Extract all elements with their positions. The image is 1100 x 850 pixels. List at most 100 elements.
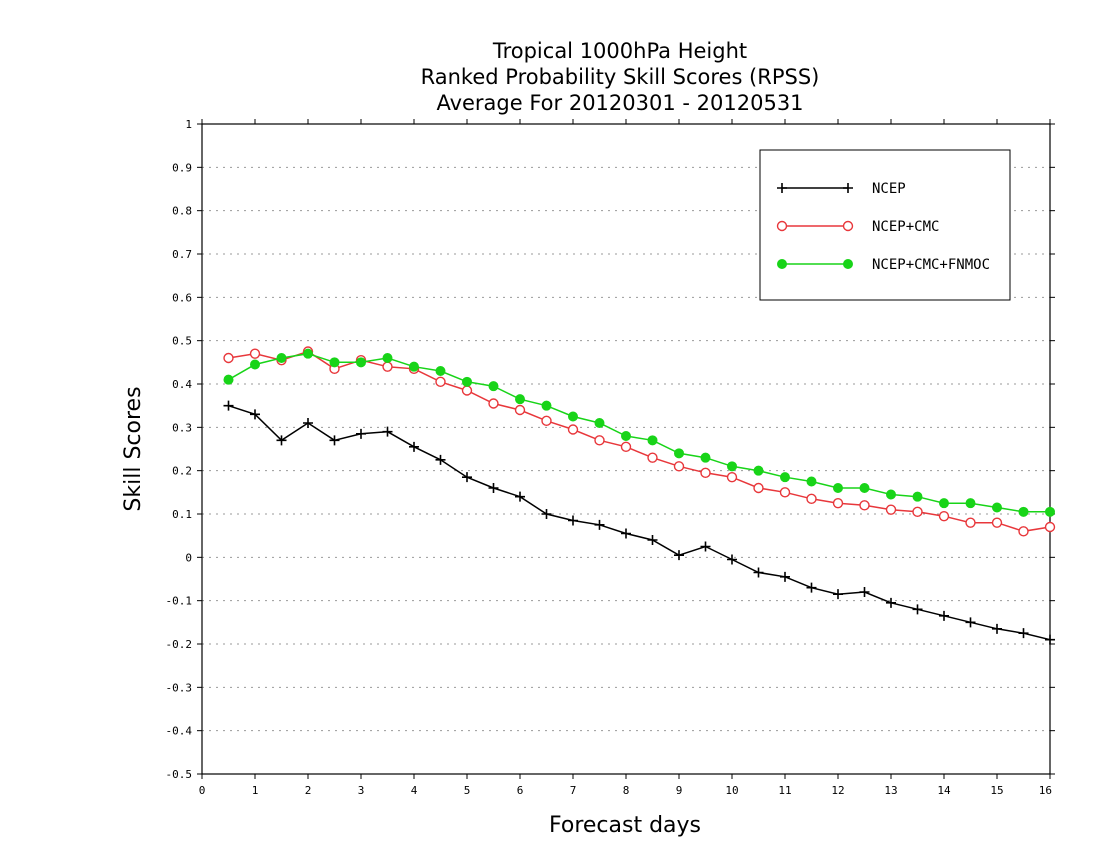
data-point bbox=[488, 483, 499, 493]
data-point bbox=[753, 482, 764, 494]
legend: NCEP NCEP+CMC NCEP+CMC+FNMOC bbox=[759, 149, 1011, 301]
data-point bbox=[409, 361, 419, 372]
data-point bbox=[435, 366, 446, 376]
data-point bbox=[382, 361, 393, 372]
data-point bbox=[356, 357, 366, 368]
x-tick-label: 13 bbox=[884, 784, 897, 797]
data-point bbox=[965, 617, 976, 628]
data-point bbox=[885, 504, 897, 515]
data-point bbox=[488, 381, 499, 392]
y-tick-label: 0.8 bbox=[172, 205, 192, 218]
x-tick-label: 12 bbox=[831, 784, 844, 797]
y-axis-label: Skill Scores bbox=[121, 386, 146, 511]
y-tick-label: 0.2 bbox=[172, 465, 192, 478]
data-point bbox=[568, 515, 578, 526]
data-point bbox=[594, 519, 605, 530]
data-point bbox=[833, 589, 843, 600]
legend-marker bbox=[777, 259, 787, 269]
data-point bbox=[726, 471, 738, 483]
data-point bbox=[912, 506, 923, 518]
data-point bbox=[488, 398, 499, 409]
title-line-3: Average For 20120301 - 20120531 bbox=[436, 91, 803, 115]
x-tick-label: 1 bbox=[252, 784, 259, 797]
data-point bbox=[435, 376, 446, 388]
data-point bbox=[700, 452, 711, 463]
y-tick-label: 0 bbox=[185, 551, 192, 564]
x-tick-label: 9 bbox=[676, 784, 683, 797]
data-point bbox=[223, 352, 234, 364]
data-point bbox=[223, 374, 234, 385]
data-point bbox=[435, 454, 446, 465]
data-series bbox=[223, 346, 1056, 645]
y-tick-label: 0.6 bbox=[172, 291, 192, 304]
data-point bbox=[250, 409, 260, 420]
data-point bbox=[912, 604, 923, 615]
data-point bbox=[832, 497, 844, 509]
legend-items: NCEP NCEP+CMC NCEP+CMC+FNMOC bbox=[776, 181, 990, 273]
legend-item-ncep-cmc-fnmoc: NCEP+CMC+FNMOC bbox=[777, 257, 990, 273]
data-point bbox=[939, 498, 949, 509]
y-tick-label: 0.1 bbox=[172, 508, 192, 521]
legend-marker bbox=[776, 220, 788, 232]
data-point bbox=[806, 582, 817, 593]
data-point bbox=[462, 376, 472, 387]
title-line-2: Ranked Probability Skill Scores (RPSS) bbox=[421, 65, 820, 89]
data-point bbox=[859, 500, 870, 511]
series-ncep-cmc-fnmoc bbox=[223, 348, 1055, 517]
axis-ticks: -0.5 -0.4 -0.3 -0.2 -0.1 0 0.1 0.2 0.3 0.4 0.5 0.6 0… bbox=[166, 118, 1055, 797]
data-point bbox=[965, 498, 976, 509]
data-point bbox=[409, 441, 419, 452]
data-point bbox=[647, 452, 658, 463]
data-point bbox=[382, 353, 393, 363]
y-tick-label: -0.2 bbox=[166, 638, 193, 651]
data-point bbox=[303, 418, 313, 428]
data-point bbox=[461, 385, 473, 396]
data-point bbox=[1018, 526, 1029, 537]
y-tick-label: -0.3 bbox=[166, 681, 193, 694]
series-line-ncep-cmc bbox=[228, 350, 1051, 533]
data-point bbox=[939, 610, 949, 621]
y-tick-label: 1 bbox=[185, 118, 192, 131]
legend-box bbox=[759, 149, 1011, 301]
data-point bbox=[780, 571, 790, 582]
chart-title: Tropical 1000hPa Height Ranked Probabili… bbox=[421, 39, 820, 115]
y-tick-label: -0.5 bbox=[166, 768, 193, 781]
legend-marker bbox=[842, 220, 854, 232]
x-tick-label: 14 bbox=[937, 784, 951, 797]
series-line-ncep-cmc-fnmoc bbox=[228, 352, 1050, 513]
data-point bbox=[779, 487, 791, 498]
data-point bbox=[303, 348, 313, 359]
data-point bbox=[541, 400, 552, 411]
data-point bbox=[515, 491, 525, 502]
data-point bbox=[276, 435, 287, 446]
x-tick-label: 4 bbox=[411, 784, 418, 797]
data-point bbox=[727, 554, 737, 565]
data-point bbox=[568, 411, 578, 422]
legend-item-ncep-cmc: NCEP+CMC bbox=[776, 219, 939, 235]
x-tick-label: 5 bbox=[464, 784, 471, 797]
data-point bbox=[912, 491, 923, 502]
data-point bbox=[621, 431, 631, 441]
y-tick-label: -0.1 bbox=[166, 595, 193, 608]
x-tick-label: 16 bbox=[1039, 784, 1052, 797]
x-tick-label: 2 bbox=[305, 784, 312, 797]
data-point bbox=[674, 550, 684, 561]
data-point bbox=[620, 441, 632, 453]
data-point bbox=[462, 472, 472, 483]
legend-marker bbox=[843, 259, 853, 269]
data-point bbox=[965, 517, 976, 528]
data-point bbox=[514, 404, 526, 416]
series-ncep bbox=[223, 400, 1055, 645]
x-tick-label: 11 bbox=[778, 784, 791, 797]
data-point bbox=[249, 348, 261, 359]
data-point bbox=[1045, 634, 1055, 645]
data-point bbox=[647, 435, 658, 446]
data-point bbox=[1018, 628, 1029, 639]
data-point bbox=[886, 489, 896, 500]
data-point bbox=[806, 493, 817, 505]
y-tick-label: 0.5 bbox=[172, 335, 192, 348]
y-tick-label: 0.7 bbox=[172, 248, 192, 261]
grid-lines bbox=[202, 166, 1050, 732]
data-point bbox=[674, 448, 684, 459]
